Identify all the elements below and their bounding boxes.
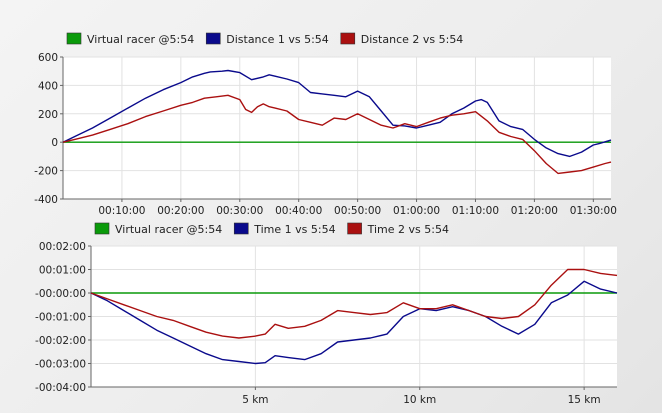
x-tick-label: 15 km	[568, 394, 601, 406]
y-tick-label: 0	[51, 137, 58, 149]
plot-area	[63, 57, 611, 199]
x-tick-label: 00:50:00	[334, 205, 381, 217]
x-tick-label: 00:20:00	[157, 205, 204, 217]
y-tick-label: -200	[34, 166, 58, 178]
y-tick-label: -00:02:00	[35, 335, 86, 347]
y-tick-label: 200	[38, 109, 58, 121]
x-tick-label: 00:40:00	[275, 205, 322, 217]
distance-chart: -400 -200 0 200 400 600 00:10:00 00:20:00 00:30:…	[34, 32, 617, 217]
legend-swatch[interactable]	[205, 32, 221, 45]
time-series-line-2	[90, 268, 618, 339]
legend-swatch[interactable]	[94, 222, 110, 235]
distance-series-line-1	[62, 69, 612, 158]
x-tick-label: 01:00:00	[393, 205, 440, 217]
y-tick-label: 400	[38, 80, 58, 92]
y-tick-label: 00:02:00	[39, 241, 86, 253]
distance-series-line-2	[62, 94, 612, 175]
y-tick-label: 600	[38, 52, 58, 64]
x-tick-label: 01:30:00	[570, 205, 617, 217]
y-tick-label: -400	[34, 194, 58, 206]
time-series-line-1	[90, 280, 618, 365]
y-tick-label: 00:01:00	[39, 265, 86, 277]
x-tick-label: 01:10:00	[452, 205, 499, 217]
time-chart: -00:04:00 -00:03:00 -00:02:00 -00:01:00 -00:…	[35, 222, 618, 406]
legend-label[interactable]: Distance 2 vs 5:54	[361, 33, 464, 46]
legend-swatch[interactable]	[66, 32, 82, 45]
y-tick-label: -00:00:00	[35, 288, 86, 300]
legend-label[interactable]: Virtual racer @5:54	[87, 33, 194, 46]
y-tick-label: -00:01:00	[35, 312, 86, 324]
y-tick-label: -00:04:00	[35, 382, 86, 394]
x-tick-label: 10 km	[403, 394, 436, 406]
x-tick-label: 00:30:00	[216, 205, 263, 217]
legend-label[interactable]: Time 1 vs 5:54	[253, 223, 335, 236]
legend-label[interactable]: Time 2 vs 5:54	[367, 223, 449, 236]
y-tick-label: -00:03:00	[35, 359, 86, 371]
x-tick-label: 01:20:00	[511, 205, 558, 217]
legend-label[interactable]: Virtual racer @5:54	[115, 223, 222, 236]
x-tick-label: 00:10:00	[98, 205, 145, 217]
legend-label[interactable]: Distance 1 vs 5:54	[226, 33, 329, 46]
legend-swatch[interactable]	[233, 222, 249, 235]
legend-swatch[interactable]	[347, 222, 362, 235]
legend-swatch[interactable]	[340, 32, 356, 45]
x-tick-label: 5 km	[242, 394, 268, 406]
